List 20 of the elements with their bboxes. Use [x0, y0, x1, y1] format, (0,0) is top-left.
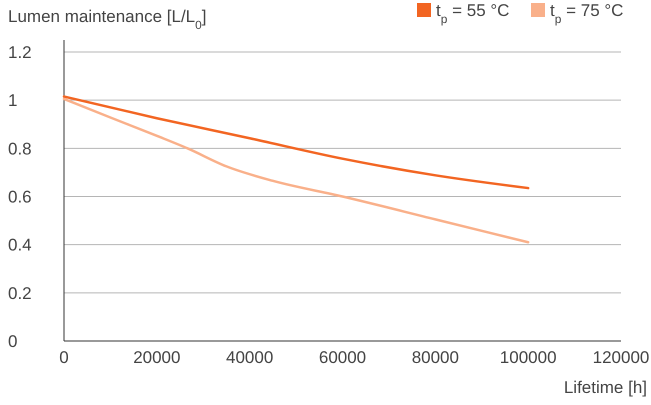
x-tick-label: 60000 — [318, 348, 366, 367]
x-tick-label: 100000 — [500, 348, 557, 367]
y-tick-label: 0.8 — [8, 139, 32, 158]
y-axis-title: Lumen maintenance [L/L$_{0}$] — [8, 7, 206, 32]
y-tick-label: 1.2 — [8, 42, 32, 62]
y-tick-label: 0.2 — [8, 284, 32, 303]
y-tick-label: 0.4 — [8, 236, 32, 255]
x-axis-title: Lifetime [h] — [564, 378, 647, 397]
legend-label: t$_{p}$ = 55 °C — [436, 1, 510, 26]
x-tick-label: 120000 — [592, 348, 650, 367]
line-series — [62, 98, 530, 244]
x-tick-label: 80000 — [412, 348, 459, 367]
x-tick-label: 40000 — [226, 348, 274, 367]
y-tick-label: 0 — [8, 332, 18, 351]
legend-label: t$_{p}$ = 75 °C — [550, 1, 624, 26]
y-tick-label: 0.6 — [8, 187, 32, 206]
y-tick-label: 1 — [8, 91, 18, 110]
x-tick-label: 20000 — [133, 348, 180, 367]
line-series — [62, 95, 530, 190]
x-tick-label: 0 — [59, 348, 69, 367]
